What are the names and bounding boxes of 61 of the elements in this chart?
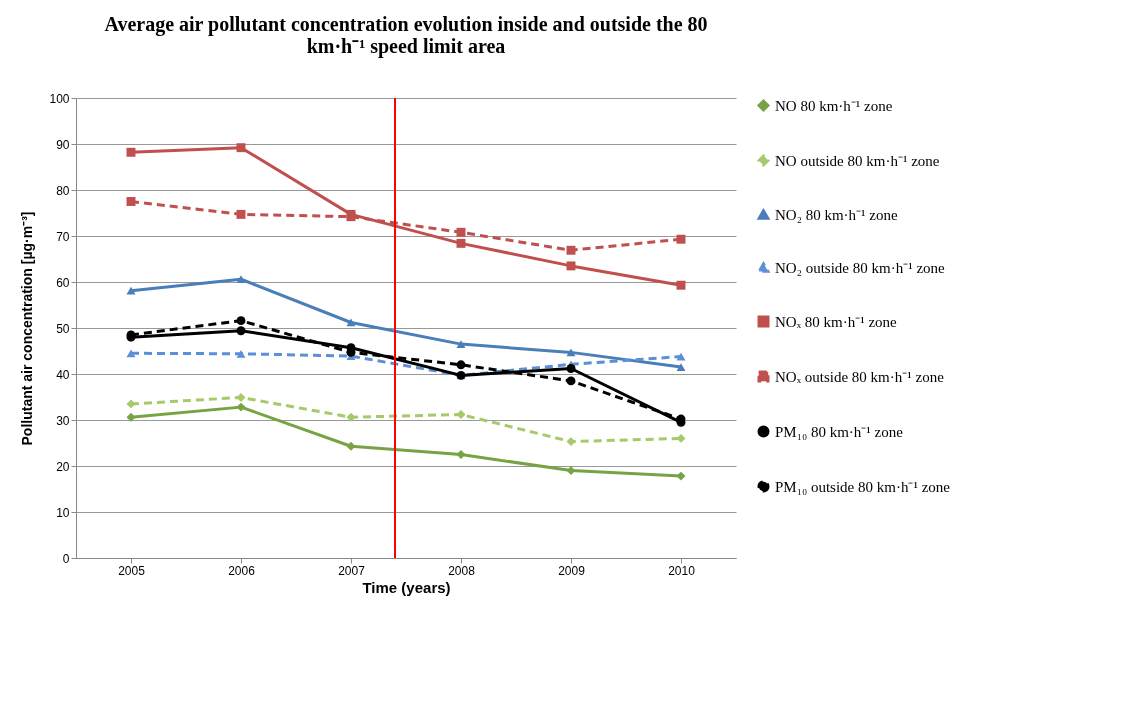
point	[456, 238, 466, 248]
legend-label: NO₂ 80 km·h⁻¹ zone	[775, 206, 898, 223]
y-tick-label: 0	[62, 551, 70, 566]
point	[236, 209, 246, 219]
y-tick-label: 100	[49, 91, 70, 106]
legend-label: PM₁₀ outside 80 km·h⁻¹ zone	[775, 478, 951, 495]
point	[346, 318, 356, 327]
point	[566, 364, 576, 373]
point	[566, 245, 576, 255]
legend-label: NOₓ outside 80 km·h⁻¹ zone	[775, 368, 945, 385]
x-tick-label: 2008	[448, 563, 476, 578]
point	[566, 466, 576, 476]
legend-label: NOₓ 80 km·h⁻¹ zone	[775, 313, 898, 330]
point	[126, 147, 136, 157]
point	[236, 275, 246, 284]
x-tick-label: 2010	[668, 563, 696, 578]
point	[456, 360, 466, 370]
point	[236, 392, 246, 402]
x-tick-label: 2006	[228, 563, 256, 578]
x-tick-label: 2007	[338, 563, 366, 578]
point	[676, 363, 686, 371]
y-tick-label: 80	[56, 183, 70, 198]
legend-label: NO₂ outside 80 km·h⁻¹ zone	[775, 259, 946, 276]
point	[566, 437, 576, 447]
point	[126, 399, 136, 409]
point	[566, 348, 576, 357]
y-tick-label: 20	[56, 459, 70, 474]
point	[126, 286, 136, 295]
point	[566, 261, 576, 271]
point	[676, 471, 686, 481]
legend-label: NO outside 80 km·h⁻¹ zone	[775, 152, 940, 169]
point	[676, 280, 686, 290]
point	[126, 197, 136, 206]
legend-label: PM₁₀ 80 km·h⁻¹ zone	[775, 423, 904, 440]
y-tick-label: 40	[56, 367, 70, 382]
point	[236, 143, 246, 153]
x-tick-label: 2005	[118, 563, 146, 578]
y-tick-label: 50	[56, 321, 70, 336]
y-axis-title: Pollutant air concentration [µg·m⁻³]	[19, 211, 36, 446]
point	[456, 227, 466, 237]
point	[236, 316, 246, 326]
y-tick-label: 70	[56, 229, 70, 244]
point	[346, 441, 356, 451]
point	[676, 234, 686, 244]
point	[346, 412, 356, 422]
y-tick-label: 30	[56, 413, 70, 428]
point	[126, 349, 136, 358]
point	[456, 340, 466, 348]
y-tick-label: 60	[56, 275, 70, 290]
point	[126, 412, 136, 422]
point	[236, 326, 246, 336]
point	[236, 349, 246, 358]
point	[566, 376, 576, 386]
x-tick-label: 2009	[558, 563, 586, 578]
point	[456, 410, 466, 419]
chart-title: Average air pollutant concentration evolution inside and outside the 80 km·h⁻¹ speed limit area	[104, 13, 708, 58]
y-tick-label: 10	[56, 505, 70, 520]
y-tick-label: 90	[56, 137, 70, 152]
x-axis-title: Time (years)	[362, 578, 451, 596]
legend-label: NO 80 km·h⁻¹ zone	[775, 97, 893, 114]
point	[236, 402, 246, 412]
